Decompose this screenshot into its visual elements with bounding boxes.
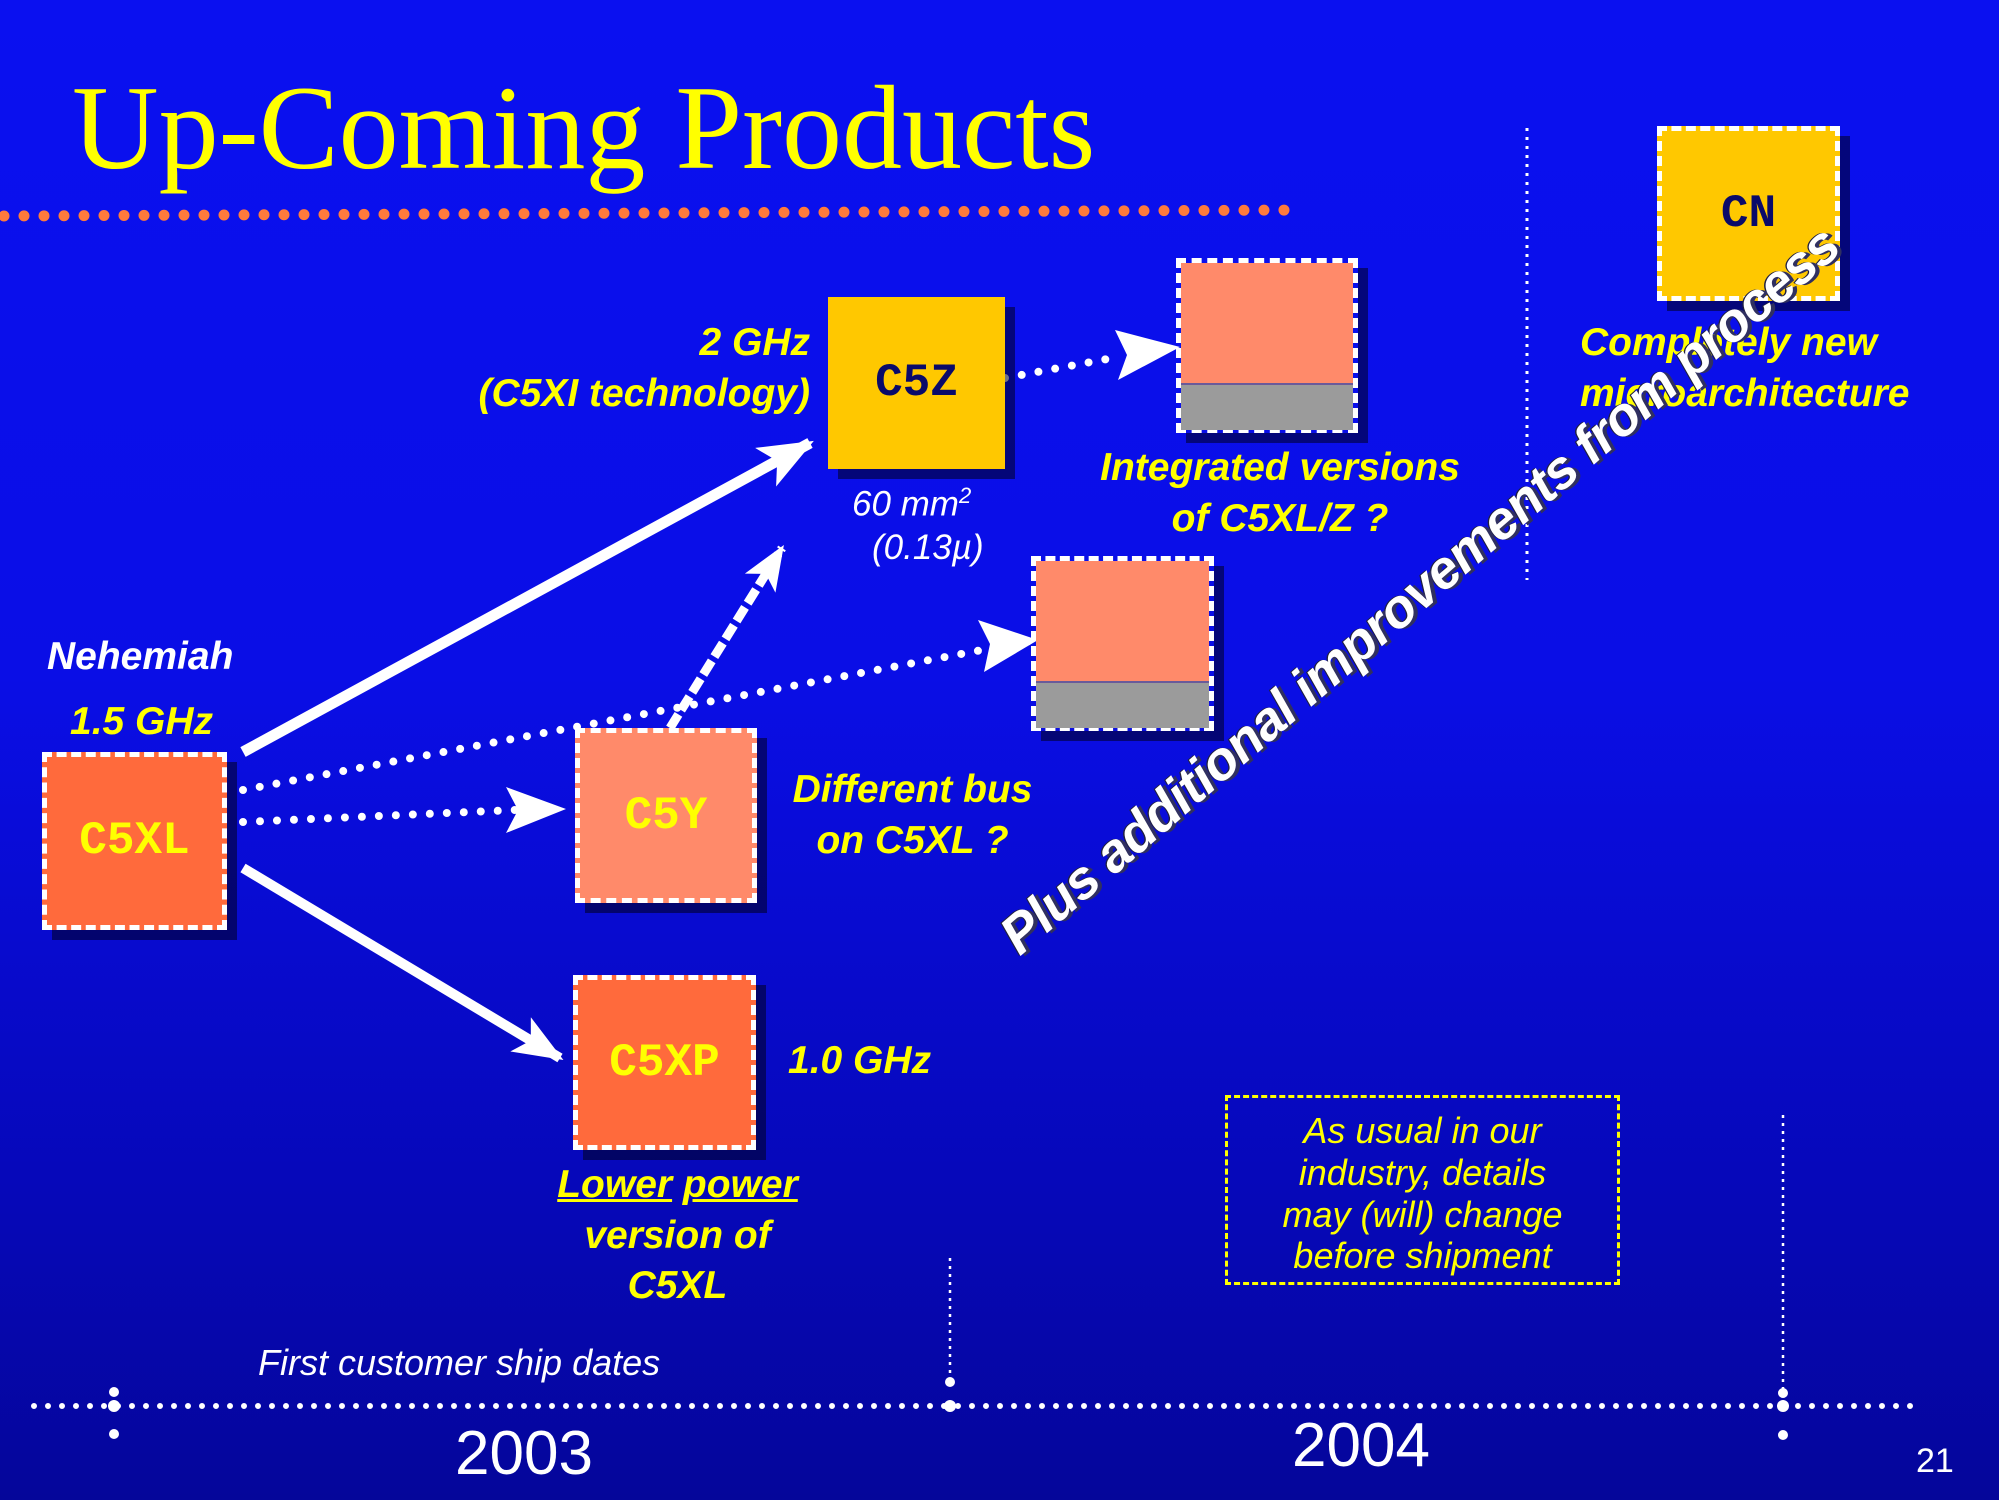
integrated-cpu-section: [1036, 561, 1209, 684]
label-c5z-process: (0.13µ): [872, 528, 984, 568]
note-line2: industry, details: [1298, 1151, 1547, 1193]
slide-title: Up-Coming Products: [72, 61, 1096, 194]
note-line4: before shipment: [1293, 1235, 1552, 1277]
label-c5z-spec: 2 GHz (C5XI technology): [420, 318, 810, 419]
page-number: 21: [1916, 1442, 1954, 1480]
label-c5y-line1: Different bus: [792, 768, 1033, 811]
label-c5xp-speed: 1.0 GHz: [788, 1039, 932, 1082]
chip-c5z: C5Z: [828, 297, 1005, 469]
timeline-caption: First customer ship dates: [258, 1342, 661, 1383]
label-c5z-area-unit-sup: 2: [958, 483, 972, 508]
disclaimer-note: As usual in our industry, details may (w…: [1225, 1095, 1620, 1285]
label-cn-line2: microarchitecture: [1580, 371, 1910, 415]
label-integrated-line2: of C5XL/Z ?: [1171, 496, 1389, 540]
arrow-c5xl-to-integrated-lower: [239, 636, 1039, 794]
chip-integrated-upper: [1176, 258, 1358, 433]
timeline-tick-end-low: [1778, 1430, 1788, 1440]
timeline-tick-end-dot: [1777, 1400, 1789, 1412]
integrated-chipset-section: [1036, 683, 1209, 728]
label-c5xp-word-power: power: [682, 1163, 798, 1206]
label-c5xp-desc: Lower power version of C5XL: [520, 1160, 835, 1312]
label-c5y-desc: Different bus on C5XL ?: [770, 765, 1055, 866]
label-integrated-line1: Integrated versions: [1100, 446, 1460, 489]
chip-c5xp: C5XP: [573, 975, 756, 1150]
title-dotted-rule: [0, 204, 1306, 222]
arrow-c5xl-to-c5z: [240, 438, 814, 757]
label-c5xp-word-lower: Lower: [557, 1163, 673, 1206]
label-c5z-tech: (C5XI technology): [478, 371, 810, 415]
timeline-tick-start-low: [109, 1429, 119, 1439]
arrowhead-integrated-lower: [978, 620, 1038, 672]
arrow-c5y-to-c5z: [666, 544, 786, 731]
timeline-year-2003: 2003: [455, 1419, 593, 1488]
arrow-c5xl-to-c5y: [239, 806, 519, 826]
integrated-cpu-section: [1181, 263, 1353, 386]
note-line3: may (will) change: [1282, 1193, 1563, 1235]
label-c5xl-speed: 1.5 GHz: [70, 700, 214, 743]
label-c5z-area: 60 mm: [852, 484, 959, 524]
chip-integrated-lower: [1031, 556, 1214, 731]
arrow-c5z-to-integrated-upper: [1001, 353, 1122, 382]
timeline-year-2004: 2004: [1292, 1411, 1430, 1480]
label-cn-desc: Completely new microarchitecture: [1580, 318, 1909, 419]
chip-c5xl: C5XL: [42, 752, 227, 930]
timeline-tick-start-dot: [108, 1400, 120, 1412]
label-c5xp-line2: version of: [584, 1213, 771, 1257]
timeline-tick-start: [109, 1387, 119, 1397]
label-integrated: Integrated versions of C5XL/Z ?: [1070, 443, 1490, 544]
arrowhead-c5y: [506, 787, 566, 833]
label-nehemiah: Nehemiah: [47, 635, 234, 678]
integrated-chipset-section: [1181, 385, 1353, 430]
timeline-tick-end: [1778, 1388, 1788, 1398]
timeline-tick-mid: [945, 1377, 955, 1387]
label-c5xp-line3: C5XL: [627, 1264, 728, 1308]
label-c5z-die: 60 mm2 (0.13µ): [852, 482, 984, 570]
label-cn-line1: Completely new: [1580, 321, 1877, 364]
arrow-c5xl-to-c5xp: [240, 863, 564, 1063]
note-line1: As usual in our: [1303, 1110, 1542, 1151]
chip-c5y: C5Y: [575, 728, 757, 903]
arrowhead-integrated-upper: [1115, 330, 1180, 380]
timeline-tick-mid-dot: [944, 1400, 956, 1412]
label-c5y-line2: on C5XL ?: [816, 818, 1009, 862]
label-c5z-speed: 2 GHz: [699, 321, 810, 364]
chip-cn: CN: [1657, 126, 1840, 301]
